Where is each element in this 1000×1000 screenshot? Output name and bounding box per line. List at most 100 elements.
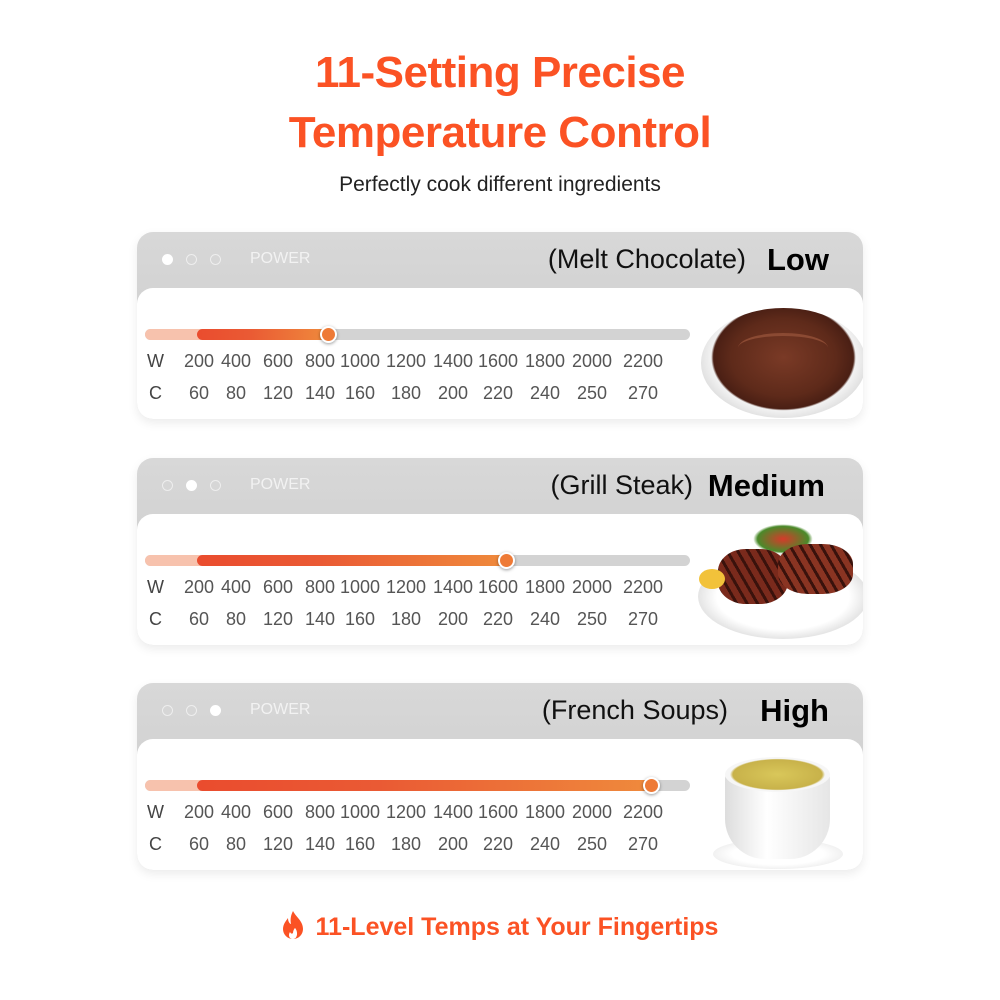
slider-fill bbox=[197, 555, 506, 566]
power-label: POWER bbox=[250, 476, 311, 493]
card-header: POWER (Melt Chocolate) Low bbox=[137, 232, 863, 288]
slider-knob[interactable] bbox=[643, 777, 660, 794]
slider-base bbox=[145, 329, 205, 340]
page-dot bbox=[162, 480, 173, 491]
power-card-medium: POWER (Grill Steak) Medium W C 200 400 600 8… bbox=[137, 458, 863, 645]
celsius-value: 200 bbox=[437, 834, 469, 854]
footer-text: 11-Level Temps at Your Fingertips bbox=[315, 913, 719, 941]
watt-value: 800 bbox=[304, 802, 336, 822]
page-dot bbox=[162, 705, 173, 716]
celsius-value: 80 bbox=[225, 834, 247, 854]
celsius-value: 250 bbox=[576, 834, 608, 854]
watt-value: 1800 bbox=[524, 802, 566, 822]
watt-value: 2000 bbox=[571, 351, 613, 371]
page-dot-active bbox=[186, 480, 197, 491]
power-label: POWER bbox=[250, 701, 311, 718]
celsius-value: 80 bbox=[225, 609, 247, 629]
celsius-row-label: C bbox=[149, 383, 162, 403]
celsius-value: 220 bbox=[482, 834, 514, 854]
celsius-value: 60 bbox=[188, 834, 210, 854]
watt-row-label: W bbox=[147, 577, 164, 597]
celsius-value: 250 bbox=[576, 383, 608, 403]
power-slider[interactable] bbox=[145, 326, 690, 343]
celsius-value: 120 bbox=[262, 383, 294, 403]
celsius-value: 140 bbox=[304, 834, 336, 854]
celsius-value: 160 bbox=[344, 609, 376, 629]
power-slider[interactable] bbox=[145, 777, 690, 794]
celsius-value: 180 bbox=[390, 609, 422, 629]
watt-value: 800 bbox=[304, 351, 336, 371]
watt-value: 2200 bbox=[622, 577, 664, 597]
card-body: W C 200 400 600 800 1000 1200 1400 1600 1800 2000 2… bbox=[137, 288, 863, 419]
watt-value: 1800 bbox=[524, 577, 566, 597]
level-label: Low bbox=[767, 242, 829, 277]
dish-label: (French Soups) bbox=[541, 695, 728, 725]
power-slider[interactable] bbox=[145, 552, 690, 569]
celsius-row-label: C bbox=[149, 609, 162, 629]
slider-knob[interactable] bbox=[498, 552, 515, 569]
slider-fill bbox=[197, 780, 651, 791]
celsius-value: 240 bbox=[529, 383, 561, 403]
celsius-value: 270 bbox=[627, 609, 659, 629]
power-label: POWER bbox=[250, 250, 311, 267]
watt-value: 200 bbox=[183, 351, 215, 371]
celsius-value: 180 bbox=[390, 834, 422, 854]
celsius-value: 250 bbox=[576, 609, 608, 629]
slider-base bbox=[145, 780, 205, 791]
flame-icon bbox=[282, 911, 303, 939]
footer-tagline: 11-Level Temps at Your Fingertips bbox=[0, 910, 1000, 942]
celsius-value: 200 bbox=[437, 383, 469, 403]
watt-value: 1200 bbox=[385, 802, 427, 822]
celsius-value: 160 bbox=[344, 834, 376, 854]
celsius-value: 140 bbox=[304, 609, 336, 629]
celsius-value: 140 bbox=[304, 383, 336, 403]
watt-value: 600 bbox=[262, 577, 294, 597]
watt-value: 1200 bbox=[385, 577, 427, 597]
watt-value: 600 bbox=[262, 351, 294, 371]
celsius-value: 120 bbox=[262, 834, 294, 854]
watt-value: 1600 bbox=[477, 802, 519, 822]
watt-value: 1600 bbox=[477, 577, 519, 597]
slider-knob[interactable] bbox=[320, 326, 337, 343]
watt-value: 1400 bbox=[432, 351, 474, 371]
watt-value: 200 bbox=[183, 802, 215, 822]
page-dot-active bbox=[210, 705, 221, 716]
watt-value: 200 bbox=[183, 577, 215, 597]
soup-cup-image bbox=[693, 739, 863, 870]
page-dot-active bbox=[162, 254, 173, 265]
level-label: High bbox=[760, 693, 829, 728]
celsius-value: 60 bbox=[188, 609, 210, 629]
celsius-value: 240 bbox=[529, 609, 561, 629]
title-line-1: 11-Setting Precise bbox=[314, 48, 686, 97]
card-body: W C 200 400 600 800 1000 1200 1400 1600 1800 2000 2… bbox=[137, 739, 863, 870]
celsius-value: 240 bbox=[529, 834, 561, 854]
slider-base bbox=[145, 555, 205, 566]
watt-value: 1000 bbox=[339, 802, 381, 822]
watt-value: 400 bbox=[220, 577, 252, 597]
watt-row-label: W bbox=[147, 802, 164, 822]
watt-value: 1600 bbox=[477, 351, 519, 371]
page-dot bbox=[210, 480, 221, 491]
celsius-value: 270 bbox=[627, 383, 659, 403]
watt-row-label: W bbox=[147, 351, 164, 371]
celsius-value: 220 bbox=[482, 609, 514, 629]
card-header: POWER (Grill Steak) Medium bbox=[137, 458, 863, 514]
celsius-value: 60 bbox=[188, 383, 210, 403]
watt-value: 2200 bbox=[622, 351, 664, 371]
dish-label: (Melt Chocolate) bbox=[547, 244, 746, 274]
dish-label: (Grill Steak) bbox=[550, 470, 693, 500]
chocolate-bowl-image bbox=[693, 288, 863, 419]
watt-value: 600 bbox=[262, 802, 294, 822]
celsius-value: 180 bbox=[390, 383, 422, 403]
watt-value: 1000 bbox=[339, 577, 381, 597]
watt-value: 1400 bbox=[432, 577, 474, 597]
celsius-value: 270 bbox=[627, 834, 659, 854]
slider-fill bbox=[197, 329, 328, 340]
celsius-row-label: C bbox=[149, 834, 162, 854]
watt-value: 800 bbox=[304, 577, 336, 597]
watt-value: 1000 bbox=[339, 351, 381, 371]
watt-value: 2200 bbox=[622, 802, 664, 822]
watt-value: 1200 bbox=[385, 351, 427, 371]
watt-value: 400 bbox=[220, 802, 252, 822]
title-line-2: Temperature Control bbox=[288, 108, 712, 157]
